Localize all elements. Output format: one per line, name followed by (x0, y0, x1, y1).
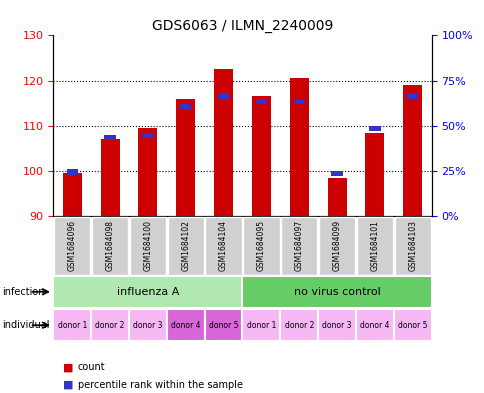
Text: influenza A: influenza A (117, 287, 179, 297)
Text: donor 5: donor 5 (209, 321, 238, 330)
Bar (62, 173, 81, 216)
Text: donor 1: donor 1 (246, 321, 275, 330)
Text: donor 2: donor 2 (284, 321, 313, 330)
Bar (213, 69, 232, 216)
Text: GSM1684098: GSM1684098 (106, 220, 114, 271)
Bar (104, 135, 116, 140)
Text: GSM1684095: GSM1684095 (257, 220, 265, 271)
Text: donor 1: donor 1 (58, 321, 87, 330)
Text: ■: ■ (63, 362, 74, 373)
Bar (255, 99, 267, 104)
FancyBboxPatch shape (243, 217, 279, 274)
Text: count: count (77, 362, 105, 373)
Text: GSM1684101: GSM1684101 (370, 220, 378, 271)
Text: infection: infection (2, 286, 45, 297)
Bar (101, 140, 119, 216)
Text: GSM1684104: GSM1684104 (219, 220, 227, 271)
Bar (368, 126, 380, 131)
FancyBboxPatch shape (166, 309, 204, 341)
FancyBboxPatch shape (53, 276, 242, 308)
Text: donor 2: donor 2 (95, 321, 124, 330)
Text: GSM1684102: GSM1684102 (181, 220, 190, 271)
FancyBboxPatch shape (281, 217, 317, 274)
FancyBboxPatch shape (242, 276, 431, 308)
Bar (403, 85, 421, 216)
FancyBboxPatch shape (54, 217, 90, 274)
Text: GSM1684100: GSM1684100 (143, 220, 152, 271)
Text: GSM1684097: GSM1684097 (294, 220, 303, 271)
FancyBboxPatch shape (394, 217, 430, 274)
Bar (66, 169, 78, 174)
FancyBboxPatch shape (318, 217, 354, 274)
Bar (252, 96, 270, 216)
FancyBboxPatch shape (129, 309, 166, 341)
Bar (176, 99, 195, 216)
Text: GSM1684103: GSM1684103 (408, 220, 416, 271)
Bar (406, 93, 418, 99)
FancyBboxPatch shape (53, 309, 91, 341)
Bar (180, 104, 191, 110)
Text: percentile rank within the sample: percentile rank within the sample (77, 380, 242, 390)
FancyBboxPatch shape (280, 309, 318, 341)
Text: GSM1684096: GSM1684096 (68, 220, 76, 271)
FancyBboxPatch shape (204, 309, 242, 341)
Bar (331, 171, 342, 176)
FancyBboxPatch shape (130, 217, 166, 274)
Bar (289, 78, 308, 216)
FancyBboxPatch shape (355, 309, 393, 341)
FancyBboxPatch shape (91, 309, 129, 341)
Text: ■: ■ (63, 380, 74, 390)
Text: no virus control: no virus control (293, 287, 379, 297)
Text: GSM1684099: GSM1684099 (332, 220, 341, 271)
Text: donor 3: donor 3 (133, 321, 162, 330)
FancyBboxPatch shape (356, 217, 392, 274)
Text: donor 4: donor 4 (360, 321, 389, 330)
FancyBboxPatch shape (92, 217, 128, 274)
Bar (293, 99, 304, 104)
FancyBboxPatch shape (242, 309, 280, 341)
Text: donor 5: donor 5 (397, 321, 426, 330)
FancyBboxPatch shape (318, 309, 355, 341)
Title: GDS6063 / ILMN_2240009: GDS6063 / ILMN_2240009 (151, 19, 333, 33)
Text: donor 4: donor 4 (171, 321, 200, 330)
Bar (365, 132, 384, 216)
FancyBboxPatch shape (205, 217, 241, 274)
Bar (217, 93, 229, 99)
Bar (142, 133, 153, 138)
Text: individual: individual (2, 320, 50, 331)
Bar (327, 178, 346, 216)
FancyBboxPatch shape (393, 309, 431, 341)
FancyBboxPatch shape (167, 217, 203, 274)
Text: donor 3: donor 3 (322, 321, 351, 330)
Bar (138, 128, 157, 216)
